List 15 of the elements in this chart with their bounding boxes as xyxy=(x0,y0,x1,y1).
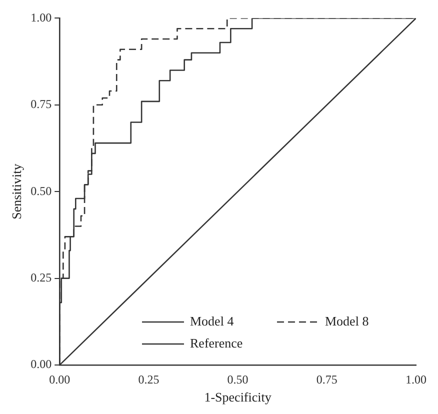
x-tick-label: 0.25 xyxy=(138,372,160,386)
x-axis-title: 1-Specificity xyxy=(204,390,272,405)
x-tick-label: 0.50 xyxy=(227,372,248,386)
y-tick-label: 0.75 xyxy=(30,97,52,112)
legend-label: Model 8 xyxy=(325,313,369,328)
x-tick-label: 0.75 xyxy=(316,372,338,386)
legend-label: Reference xyxy=(190,335,243,350)
y-tick-label: 1.00 xyxy=(30,10,52,24)
y-axis-title: Sensitivity xyxy=(9,163,24,220)
y-tick-label: 0.00 xyxy=(30,357,52,372)
y-tick-label: 0.50 xyxy=(30,184,52,198)
y-tick-label: 0.25 xyxy=(30,270,52,284)
x-tick-label: 1.00 xyxy=(406,372,426,386)
x-tick-label: 0.00 xyxy=(49,372,70,386)
legend-label: Model 4 xyxy=(190,313,234,328)
